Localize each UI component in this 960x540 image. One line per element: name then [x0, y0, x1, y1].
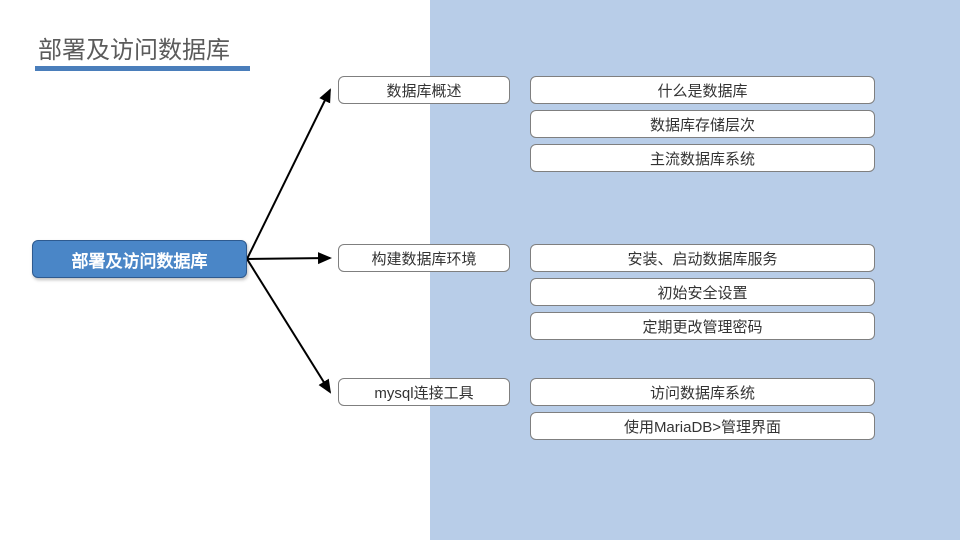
page-title: 部署及访问数据库	[38, 30, 230, 65]
leaf-node-label: 定期更改管理密码	[642, 316, 762, 337]
mid-node: 数据库概述	[338, 76, 510, 104]
mid-node-label: 构建数据库环境	[371, 248, 476, 269]
leaf-node-label: 数据库存储层次	[650, 114, 755, 135]
leaf-node-label: 访问数据库系统	[650, 382, 755, 403]
leaf-node: 定期更改管理密码	[530, 312, 875, 340]
leaf-node: 什么是数据库	[530, 76, 875, 104]
root-node-label: 部署及访问数据库	[72, 247, 208, 272]
leaf-node: 安装、启动数据库服务	[530, 244, 875, 272]
leaf-node: 访问数据库系统	[530, 378, 875, 406]
leaf-node-label: 主流数据库系统	[650, 148, 755, 169]
leaf-node-label: 什么是数据库	[657, 80, 747, 101]
leaf-node-label: 安装、启动数据库服务	[627, 248, 777, 269]
leaf-node-label: 初始安全设置	[657, 282, 747, 303]
leaf-node: 使用MariaDB>管理界面	[530, 412, 875, 440]
leaf-node-label: 使用MariaDB>管理界面	[624, 416, 781, 437]
leaf-node: 初始安全设置	[530, 278, 875, 306]
mid-node-label: mysql连接工具	[374, 382, 473, 403]
leaf-node: 主流数据库系统	[530, 144, 875, 172]
mid-node: mysql连接工具	[338, 378, 510, 406]
title-underline	[35, 66, 250, 71]
root-node: 部署及访问数据库	[32, 240, 247, 278]
mid-node-label: 数据库概述	[386, 80, 461, 101]
leaf-node: 数据库存储层次	[530, 110, 875, 138]
mid-node: 构建数据库环境	[338, 244, 510, 272]
